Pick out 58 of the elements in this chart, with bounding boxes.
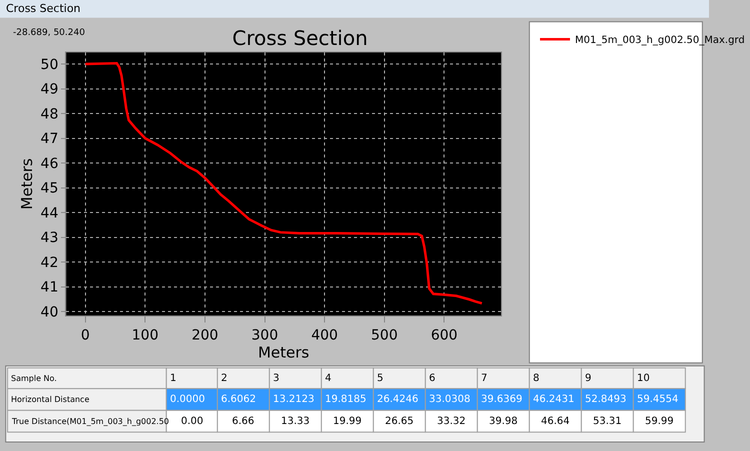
text: 52.8493 bbox=[585, 394, 626, 405]
text: 39.98 bbox=[489, 416, 518, 427]
text: 33.32 bbox=[437, 416, 466, 427]
text: Horizontal Distance bbox=[11, 395, 90, 404]
text: 19.8185 bbox=[325, 394, 366, 405]
text: 59.4554 bbox=[637, 394, 678, 405]
text: 6.66 bbox=[232, 416, 254, 427]
x-tick-label: 0 bbox=[80, 327, 90, 344]
text: 59.99 bbox=[645, 416, 674, 427]
text: 39.6369 bbox=[481, 394, 522, 405]
y-tick-label: 43 bbox=[40, 230, 58, 246]
text: 3 bbox=[273, 373, 280, 384]
text: 5 bbox=[377, 373, 384, 384]
text: 19.99 bbox=[333, 416, 362, 427]
x-tick-label: 200 bbox=[192, 327, 218, 344]
x-tick-label: 300 bbox=[251, 327, 278, 344]
text: 46.64 bbox=[541, 416, 570, 427]
text: 6 bbox=[429, 373, 436, 384]
y-tick-label: 47 bbox=[40, 131, 58, 148]
text: 46.2431 bbox=[533, 394, 574, 405]
y-tick-label: 49 bbox=[40, 82, 58, 98]
text: True Distance(M01_5m_003_h_g002.50 bbox=[11, 417, 170, 426]
y-tick-label: 48 bbox=[40, 106, 58, 122]
y-tick-label: 50 bbox=[40, 56, 58, 73]
x-tick-label: 600 bbox=[430, 327, 458, 344]
line-series bbox=[84, 62, 484, 305]
text: -28.689, 50.240 bbox=[13, 28, 86, 38]
text: 0.00 bbox=[181, 416, 204, 427]
y-tick-label: 40 bbox=[40, 304, 58, 320]
y-tick-label: 42 bbox=[40, 254, 58, 271]
text: 4 bbox=[325, 373, 332, 384]
text: 26.4246 bbox=[377, 394, 418, 405]
text: 13.33 bbox=[281, 416, 310, 427]
x-tick-label: 400 bbox=[311, 327, 338, 344]
text: 6.6062 bbox=[221, 394, 256, 405]
chart-title: Cross Section bbox=[232, 26, 368, 50]
y-tick-label: 46 bbox=[40, 156, 58, 172]
y-tick-label: 44 bbox=[40, 205, 58, 222]
text: 7 bbox=[481, 373, 488, 384]
text: 13.2123 bbox=[273, 394, 314, 405]
text: 1 bbox=[170, 373, 176, 384]
x-axis-title: Meters bbox=[258, 343, 310, 362]
text: 33.0308 bbox=[429, 394, 470, 405]
y-axis-title: Meters bbox=[18, 158, 36, 210]
x-tick-label: 100 bbox=[132, 327, 158, 344]
text: Sample No. bbox=[11, 374, 57, 383]
text: 26.65 bbox=[385, 416, 414, 427]
x-tick-label: 500 bbox=[371, 327, 398, 344]
text: Cross Section bbox=[6, 2, 81, 15]
text: 0.0000 bbox=[170, 394, 205, 405]
text: 53.31 bbox=[593, 416, 622, 427]
text: 9 bbox=[585, 373, 592, 384]
y-tick-label: 45 bbox=[40, 180, 58, 197]
text: 10 bbox=[637, 373, 650, 384]
legend-label: M01_5m_003_h_g002.50_Max.grd bbox=[575, 35, 745, 46]
y-tick-label: 41 bbox=[40, 280, 58, 296]
text: 8 bbox=[533, 373, 540, 384]
text: 2 bbox=[221, 373, 228, 384]
